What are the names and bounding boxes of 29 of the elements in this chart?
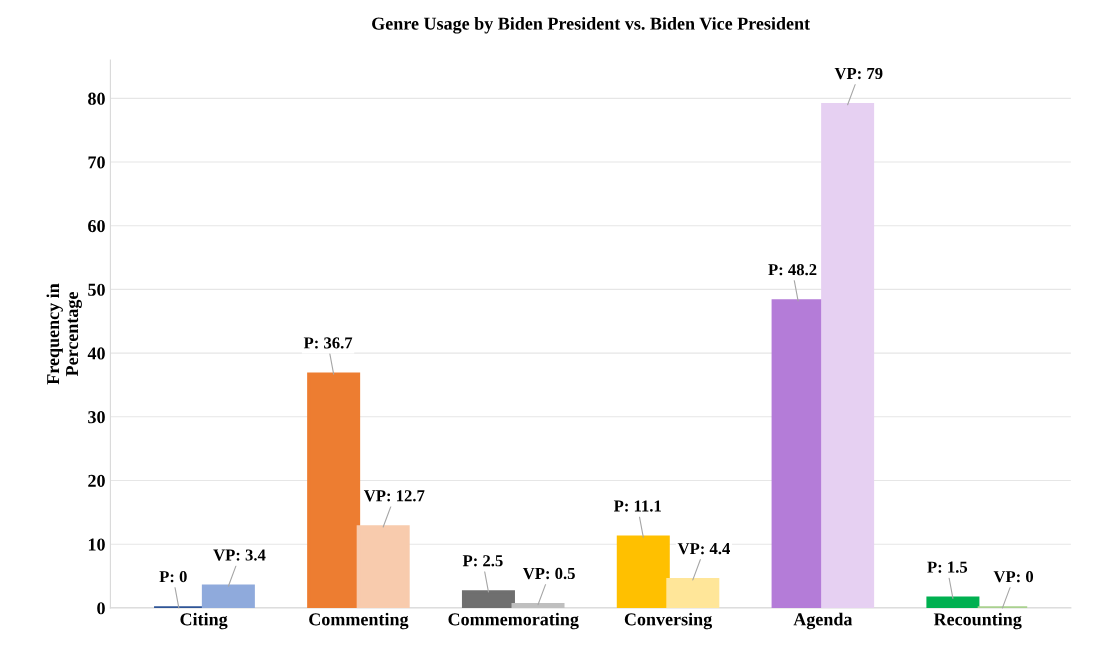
y-tick-label: 60 bbox=[88, 219, 105, 233]
y-tick-label: 70 bbox=[88, 156, 105, 169]
x-tick-label: Commenting bbox=[309, 612, 409, 630]
y-axis-title: Frequency in Percentage bbox=[46, 283, 82, 385]
data-label: VP: 0 bbox=[993, 571, 1034, 583]
data-label: VP: 4.4 bbox=[677, 543, 730, 555]
y-tick-label: 0 bbox=[97, 602, 105, 615]
y-tick-label: 50 bbox=[88, 283, 105, 296]
data-label: P: 2.5 bbox=[462, 555, 503, 567]
y-tick-label: 80 bbox=[88, 92, 105, 105]
data-label: P: 1.5 bbox=[927, 561, 968, 573]
x-tick-label: Agenda bbox=[793, 612, 853, 630]
data-label: P: 48.2 bbox=[768, 264, 817, 276]
x-tick-label: Commemorating bbox=[448, 612, 579, 630]
data-label: P: 11.1 bbox=[613, 500, 661, 512]
data-label: P: 36.7 bbox=[303, 337, 353, 349]
y-tick-label: 40 bbox=[87, 347, 105, 360]
y-tick-label: 30 bbox=[88, 411, 105, 424]
data-label: VP: 12.7 bbox=[363, 490, 425, 502]
data-label: VP: 79 bbox=[834, 67, 883, 80]
x-tick-label: Citing bbox=[180, 612, 228, 630]
data-label: VP: 0.5 bbox=[522, 567, 575, 580]
data-label: VP: 3.4 bbox=[213, 549, 266, 561]
x-tick-label: Conversing bbox=[624, 612, 713, 630]
x-tick-label: Recounting bbox=[933, 612, 1022, 630]
y-tick-label: 20 bbox=[88, 474, 105, 487]
chart-title: Genre Usage by Biden President vs. Biden Vice President bbox=[372, 17, 810, 34]
y-tick-label: 10 bbox=[88, 538, 105, 551]
data-label: P: 0 bbox=[159, 571, 187, 583]
